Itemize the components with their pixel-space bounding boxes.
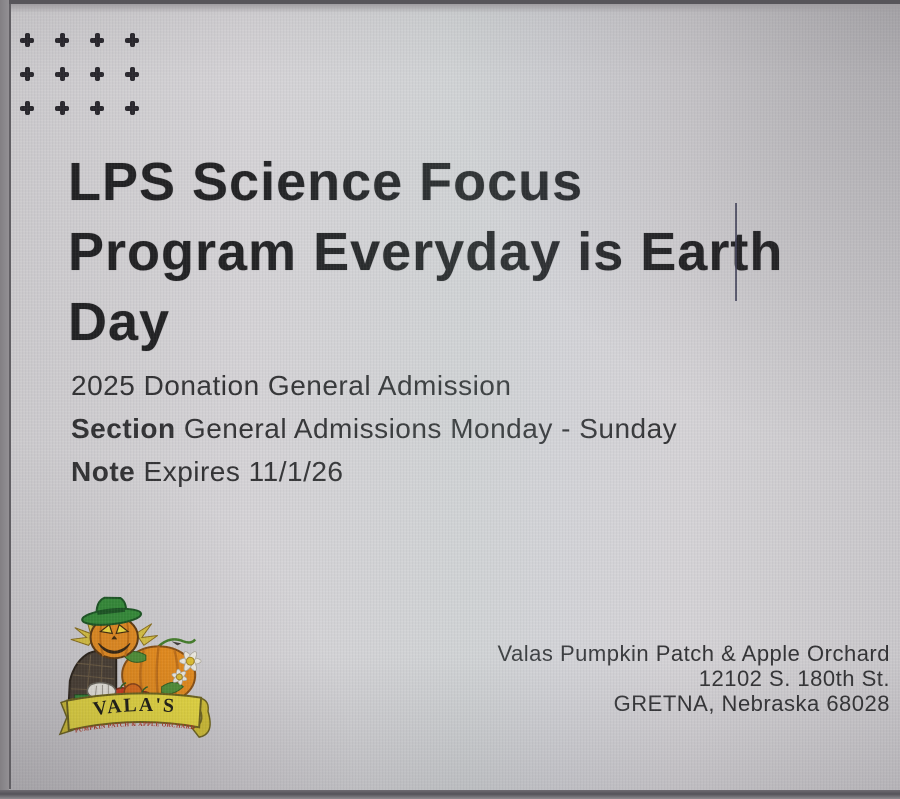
bezel-bottom	[0, 790, 900, 799]
bezel-top	[0, 0, 900, 4]
plus-icon	[20, 101, 34, 115]
venue-street: 12102 S. 180th St.	[698, 666, 890, 691]
plus-icon	[55, 101, 69, 115]
bezel-top-shadow	[0, 4, 900, 13]
scarecrow-hat	[81, 596, 143, 626]
plus-icon	[90, 33, 104, 47]
venue-city: GRETNA, Nebraska 68028	[613, 691, 890, 716]
banner-ribbon: VALA'S PUMPKIN PATCH & APPLE ORCHARD	[58, 692, 211, 738]
venue-name: Valas Pumpkin Patch & Apple Orchard	[497, 641, 890, 666]
plus-icon	[55, 33, 69, 47]
section-label: Section	[71, 413, 176, 444]
venue-address: Valas Pumpkin Patch & Apple Orchard 1210…	[497, 641, 890, 716]
title-line-3: Day	[68, 292, 171, 352]
plus-icon	[20, 33, 34, 47]
bezel-left-line	[9, 4, 11, 789]
plus-icon	[125, 33, 139, 47]
plus-icon	[90, 67, 104, 81]
bird-mark	[171, 641, 182, 646]
plus-icon	[20, 67, 34, 81]
note-line: Note Expires 11/1/26	[71, 456, 344, 488]
plus-icon	[55, 67, 69, 81]
bezel-left	[0, 0, 9, 799]
ticket-subtitle: 2025 Donation General Admission	[71, 370, 512, 401]
plus-icon	[90, 101, 104, 115]
valas-logo: VALA'S PUMPKIN PATCH & APPLE ORCHARD	[58, 596, 211, 738]
note-value: Expires 11/1/26	[143, 456, 344, 487]
plus-grid	[10, 23, 150, 125]
daisy-flowers	[171, 651, 202, 686]
note-label: Note	[71, 456, 136, 487]
ticket-title[interactable]: LPS Science Focus Program Everyday is Ea…	[68, 147, 783, 357]
section-value: General Admissions Monday - Sunday	[183, 413, 678, 444]
pumpkin-head	[89, 615, 139, 660]
section-line: Section General Admissions Monday - Sund…	[71, 413, 677, 445]
plus-icon	[125, 67, 139, 81]
plus-icon	[125, 101, 139, 115]
title-line-1: LPS Science Focus	[68, 152, 584, 212]
title-line-2: Program Everyday is Earth	[68, 222, 784, 282]
text-caret	[735, 203, 737, 301]
